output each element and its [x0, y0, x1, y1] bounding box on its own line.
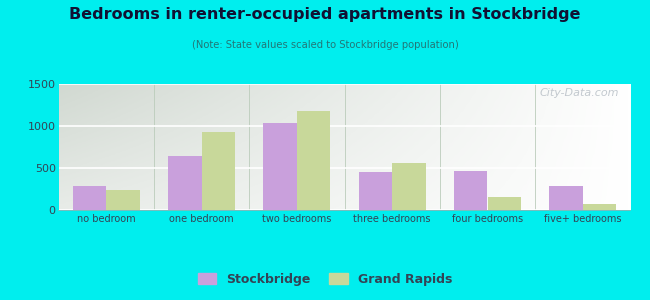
Legend: Stockbridge, Grand Rapids: Stockbridge, Grand Rapids	[192, 268, 458, 291]
Bar	[583, 204, 616, 210]
Bar	[488, 196, 521, 210]
Bar	[392, 163, 426, 210]
Bar	[106, 190, 140, 210]
Text: Bedrooms in renter-occupied apartments in Stockbridge: Bedrooms in renter-occupied apartments i…	[70, 8, 580, 22]
Bar	[359, 172, 392, 210]
Bar	[202, 132, 235, 210]
Text: (Note: State values scaled to Stockbridge population): (Note: State values scaled to Stockbridg…	[192, 40, 458, 50]
Text: City-Data.com: City-Data.com	[540, 88, 619, 98]
Bar	[297, 111, 330, 210]
Bar	[454, 171, 488, 210]
Bar	[73, 187, 106, 210]
Bar	[168, 156, 202, 210]
Bar	[263, 123, 297, 210]
Bar	[549, 186, 583, 210]
